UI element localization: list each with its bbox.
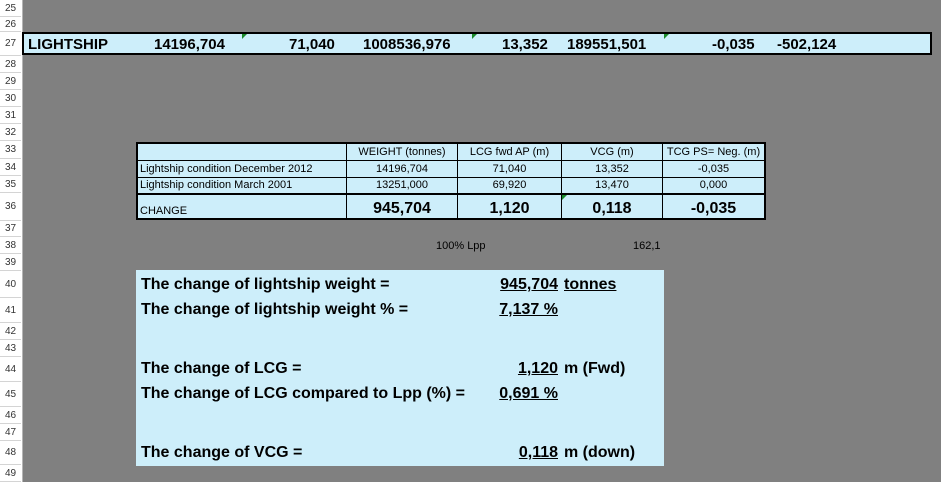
error-indicator-icon xyxy=(242,34,247,39)
lpp-value[interactable]: 162,1 xyxy=(633,240,661,252)
cell-weight-2001[interactable]: 13251,000 xyxy=(376,179,428,191)
cell-tcg-change[interactable]: -0,035 xyxy=(690,200,737,217)
summary-lcg-lpp-value[interactable]: 0,691 % xyxy=(499,385,558,402)
grid-line xyxy=(138,160,764,161)
cell-vcg-2012[interactable]: 13,352 xyxy=(595,163,629,175)
summary-lcg-label[interactable]: The change of LCG = xyxy=(141,360,302,377)
cell-vcg-2001[interactable]: 13,470 xyxy=(595,179,629,191)
summary-vcg-unit[interactable]: m (down) xyxy=(564,444,636,461)
grid-line xyxy=(138,177,764,178)
row-number[interactable]: 27 xyxy=(0,32,21,56)
grid-line xyxy=(346,144,347,218)
lightship-weight-cell[interactable]: 14196,704 xyxy=(154,36,225,53)
lightship-moment-cell[interactable]: 1008536,976 xyxy=(363,36,451,53)
summary-lcg-lpp-label[interactable]: The change of LCG compared to Lpp (%) = xyxy=(141,385,466,402)
header-weight[interactable]: WEIGHT (tonnes) xyxy=(358,146,446,158)
summary-block: The change of lightship weight = 945,704… xyxy=(136,270,664,466)
cell-lcg-2001[interactable]: 69,920 xyxy=(492,179,527,191)
row-number[interactable]: 44 xyxy=(0,357,21,382)
row-number[interactable]: 43 xyxy=(0,340,21,357)
cell-tcg-2001[interactable]: 0,000 xyxy=(699,179,728,191)
lightship-comparison-table: WEIGHT (tonnes) LCG fwd AP (m) VCG (m) T… xyxy=(136,142,766,220)
row-number[interactable]: 32 xyxy=(0,124,21,141)
cell-vcg-change[interactable]: 0,118 xyxy=(592,200,632,217)
row-number[interactable]: 25 xyxy=(0,0,21,17)
cell-tcg-2012[interactable]: -0,035 xyxy=(697,163,730,175)
lightship-row[interactable]: LIGHTSHIP 14196,704 71,040 1008536,976 1… xyxy=(22,32,932,55)
row-number[interactable]: 37 xyxy=(0,221,21,237)
row-number[interactable]: 42 xyxy=(0,323,21,340)
row-number[interactable]: 49 xyxy=(0,465,21,482)
row-number[interactable]: 30 xyxy=(0,90,21,107)
row-number[interactable]: 35 xyxy=(0,176,21,193)
lightship-vmoment-cell[interactable]: 189551,501 xyxy=(567,36,647,53)
row-number[interactable]: 47 xyxy=(0,424,21,441)
summary-lcg-unit[interactable]: m (Fwd) xyxy=(564,360,626,377)
lightship-tcg-cell[interactable]: -0,035 xyxy=(712,36,755,53)
row-header-column: 25 26 27 28 29 30 31 32 33 34 35 36 37 3… xyxy=(0,0,23,482)
row-number[interactable]: 48 xyxy=(0,441,21,465)
grid-line xyxy=(561,144,562,218)
row-number[interactable]: 34 xyxy=(0,159,21,176)
header-lcg[interactable]: LCG fwd AP (m) xyxy=(469,146,550,158)
summary-weight-label[interactable]: The change of lightship weight = xyxy=(141,276,390,293)
header-tcg[interactable]: TCG PS= Neg. (m) xyxy=(666,146,761,158)
row-number[interactable]: 29 xyxy=(0,73,21,90)
lightship-label[interactable]: LIGHTSHIP xyxy=(28,36,109,53)
row-label-dec-2012[interactable]: Lightship condition December 2012 xyxy=(140,163,313,175)
lpp-label[interactable]: 100% Lpp xyxy=(436,240,486,252)
summary-weight-pct-value[interactable]: 7,137 % xyxy=(499,301,558,318)
cell-lcg-change[interactable]: 1,120 xyxy=(489,200,530,217)
row-label-change[interactable]: CHANGE xyxy=(140,205,188,217)
summary-weight-pct-label[interactable]: The change of lightship weight % = xyxy=(141,301,409,318)
row-number[interactable]: 38 xyxy=(0,237,21,254)
row-number[interactable]: 28 xyxy=(0,56,21,73)
row-label-mar-2001[interactable]: Lightship condition March 2001 xyxy=(140,179,293,191)
summary-vcg-label[interactable]: The change of VCG = xyxy=(141,444,303,461)
header-vcg[interactable]: VCG (m) xyxy=(590,146,634,158)
grid-line xyxy=(662,144,663,218)
row-number[interactable]: 41 xyxy=(0,298,21,323)
cell-weight-change[interactable]: 945,704 xyxy=(373,200,431,217)
lightship-tmoment-cell[interactable]: -502,124 xyxy=(777,36,837,53)
row-number[interactable]: 33 xyxy=(0,141,21,159)
row-number[interactable]: 26 xyxy=(0,17,21,32)
lightship-lcg-cell[interactable]: 71,040 xyxy=(289,36,335,53)
cell-lcg-2012[interactable]: 71,040 xyxy=(492,163,527,175)
summary-vcg-value[interactable]: 0,118 xyxy=(518,444,558,461)
error-indicator-icon xyxy=(472,34,477,39)
cell-weight-2012[interactable]: 14196,704 xyxy=(376,163,428,175)
summary-lcg-value[interactable]: 1,120 xyxy=(517,360,558,377)
row-number[interactable]: 39 xyxy=(0,254,21,271)
lightship-vcg-cell[interactable]: 13,352 xyxy=(502,36,548,53)
row-number[interactable]: 36 xyxy=(0,193,21,221)
error-indicator-icon xyxy=(562,195,567,200)
summary-weight-unit[interactable]: tonnes xyxy=(564,276,617,293)
error-indicator-icon xyxy=(664,34,669,39)
row-number[interactable]: 46 xyxy=(0,407,21,424)
row-number[interactable]: 45 xyxy=(0,382,21,407)
grid-line xyxy=(457,144,458,218)
row-number[interactable]: 40 xyxy=(0,271,21,298)
grid-line xyxy=(138,193,764,195)
row-number[interactable]: 31 xyxy=(0,107,21,124)
summary-weight-value[interactable]: 945,704 xyxy=(500,276,558,293)
